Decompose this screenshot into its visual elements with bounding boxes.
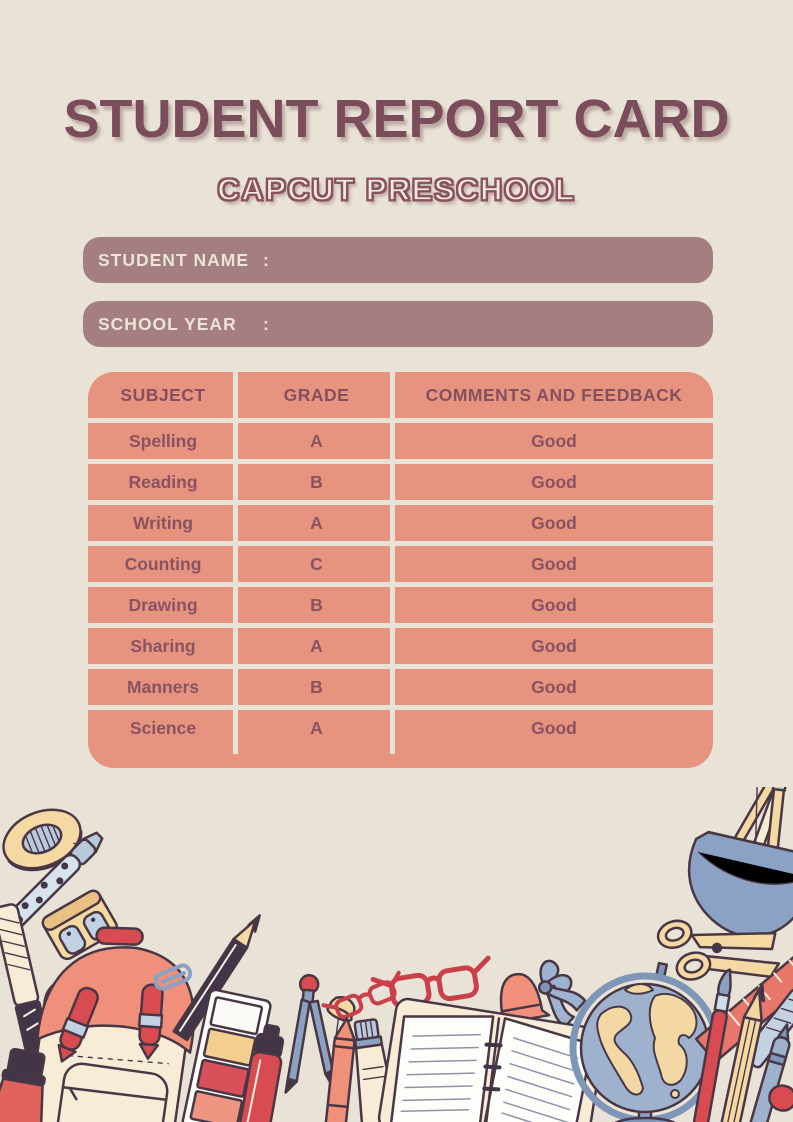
- paintbrush-icon: [692, 968, 732, 1122]
- row-comment: Good: [531, 717, 577, 738]
- row-comment: Good: [531, 594, 577, 615]
- table-row: Reading B Good: [88, 464, 713, 505]
- scissors-icon: [656, 919, 781, 981]
- row-comment: Good: [531, 635, 577, 656]
- row-subject: Reading: [128, 471, 198, 492]
- crayon-icon: [323, 1017, 356, 1122]
- school-year-field: SCHOOL YEAR :: [83, 301, 713, 347]
- paperclip-icon: [153, 963, 193, 991]
- grades-table: SUBJECT GRADE COMMENTS AND FEEDBACK Spel…: [88, 372, 713, 768]
- pencil-icon: [172, 914, 261, 1042]
- marker-icon: [236, 1023, 285, 1122]
- row-subject: Sharing: [130, 635, 196, 656]
- table-row: Spelling A Good: [88, 423, 713, 464]
- table-row: Writing A Good: [88, 505, 713, 546]
- student-name-field: STUDENT NAME :: [83, 237, 713, 283]
- compass-icon: [284, 973, 334, 1094]
- row-grade: A: [310, 717, 323, 738]
- page-subtitle: CAPCUT PRESCHOOL: [217, 171, 576, 208]
- row-subject: Drawing: [128, 594, 198, 615]
- row-grade: B: [310, 594, 323, 615]
- school-year-colon: :: [263, 313, 270, 334]
- school-year-label: SCHOOL YEAR: [98, 313, 237, 334]
- backpack-icon: [27, 926, 196, 1122]
- row-grade: A: [310, 635, 323, 656]
- header-subject: SUBJECT: [120, 384, 206, 405]
- school-year-value[interactable]: [270, 301, 713, 347]
- table-row: Counting C Good: [88, 546, 713, 587]
- student-name-label: STUDENT NAME: [98, 249, 250, 270]
- pen-blue-icon: [743, 1023, 791, 1122]
- row-comment: Good: [531, 471, 577, 492]
- pencil-case-icon: [688, 787, 793, 938]
- row-subject: Writing: [133, 512, 193, 533]
- page-title: STUDENT REPORT CARD: [63, 89, 730, 149]
- row-grade: B: [310, 676, 323, 697]
- row-grade: A: [310, 430, 323, 451]
- pencil-right-icon: [715, 983, 766, 1122]
- school-supplies-illustration: [0, 787, 793, 1122]
- row-subject: Manners: [127, 676, 199, 697]
- tape-icon: [2, 808, 85, 872]
- notebook-icon: [377, 997, 605, 1122]
- row-subject: Spelling: [128, 430, 198, 451]
- row-comment: Good: [531, 553, 577, 574]
- column-divider: [233, 372, 238, 754]
- table-header-row: SUBJECT GRADE COMMENTS AND FEEDBACK: [88, 372, 713, 423]
- row-grade: C: [310, 553, 323, 574]
- row-grade: B: [310, 471, 323, 492]
- eraser-icon: [768, 1084, 793, 1112]
- row-comment: Good: [531, 676, 577, 697]
- row-grade: A: [310, 512, 323, 533]
- bell-icon: [496, 959, 587, 1032]
- student-name-colon: :: [263, 249, 270, 270]
- row-comment: Good: [531, 512, 577, 533]
- row-subject: Counting: [124, 553, 202, 574]
- row-comment: Good: [531, 430, 577, 451]
- column-divider: [390, 372, 395, 754]
- header-grade: GRADE: [283, 384, 350, 405]
- header-comments: COMMENTS AND FEEDBACK: [425, 384, 683, 405]
- student-name-value[interactable]: [270, 237, 713, 283]
- row-subject: Science: [129, 717, 197, 738]
- table-row: Drawing B Good: [88, 587, 713, 628]
- table-row: Science A Good: [88, 710, 713, 746]
- table-row: Sharing A Good: [88, 628, 713, 669]
- table-row: Manners B Good: [88, 669, 713, 710]
